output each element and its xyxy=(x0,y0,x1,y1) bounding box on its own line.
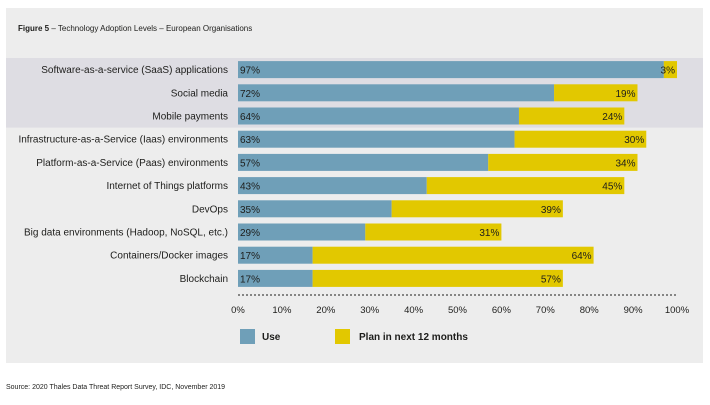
data-label-use: 17% xyxy=(240,274,260,285)
bar-plan xyxy=(365,223,502,241)
x-tick-label: 60% xyxy=(492,305,512,316)
x-tick-label: 100% xyxy=(665,305,690,316)
category-label: Internet of Things platforms xyxy=(106,181,228,192)
bar-plan xyxy=(426,177,625,195)
data-label-plan: 30% xyxy=(624,135,644,146)
data-label-use: 57% xyxy=(240,158,260,169)
bar-plan xyxy=(312,269,563,287)
category-label: Social media xyxy=(171,88,229,99)
x-tick-label: 50% xyxy=(448,305,468,316)
legend-label-plan: Plan in next 12 months xyxy=(359,332,468,343)
x-tick-label: 20% xyxy=(316,305,336,316)
bar-use xyxy=(238,130,515,148)
bar-plan xyxy=(514,130,647,148)
bar-use xyxy=(238,246,313,264)
bar-use xyxy=(238,61,664,79)
bar-use xyxy=(238,200,392,218)
bar-plan xyxy=(518,107,625,125)
data-label-plan: 3% xyxy=(661,66,676,77)
x-tick-label: 90% xyxy=(624,305,644,316)
x-tick-label: 10% xyxy=(272,305,292,316)
data-label-use: 63% xyxy=(240,135,260,146)
bar-plan xyxy=(554,84,638,102)
data-label-plan: 31% xyxy=(479,228,499,239)
data-label-use: 29% xyxy=(240,228,260,239)
figure-title: Figure 5 – Technology Adoption Levels – … xyxy=(18,24,252,33)
x-tick-label: 80% xyxy=(580,305,600,316)
category-label: Infrastructure-as-a-Service (Iaas) envir… xyxy=(18,135,228,146)
bar-use xyxy=(238,269,313,287)
bar-use xyxy=(238,223,366,241)
bar-plan xyxy=(391,200,563,218)
figure-title-text: – Technology Adoption Levels – European … xyxy=(49,24,253,33)
x-tick-label: 30% xyxy=(360,305,380,316)
data-label-plan: 57% xyxy=(541,274,561,285)
data-label-use: 35% xyxy=(240,205,260,216)
category-label: DevOps xyxy=(192,204,228,215)
data-label-use: 43% xyxy=(240,182,260,193)
data-label-plan: 64% xyxy=(572,251,592,262)
data-label-plan: 45% xyxy=(602,182,622,193)
x-tick-label: 0% xyxy=(231,305,245,316)
legend-swatch-plan xyxy=(335,329,350,344)
bar-plan xyxy=(312,246,594,264)
category-label: Software-as-a-service (SaaS) application… xyxy=(41,65,228,76)
data-label-plan: 24% xyxy=(602,112,622,123)
legend-swatch-use xyxy=(240,329,255,344)
category-label: Mobile payments xyxy=(152,112,228,123)
data-label-use: 97% xyxy=(240,66,260,77)
category-label: Platform-as-a-Service (Paas) environment… xyxy=(36,158,228,169)
data-label-use: 72% xyxy=(240,89,260,100)
data-label-use: 64% xyxy=(240,112,260,123)
category-label: Containers/Docker images xyxy=(110,251,228,262)
data-label-plan: 34% xyxy=(615,158,635,169)
bar-plan xyxy=(663,61,677,79)
bar-plan xyxy=(488,153,638,171)
source-note: Source: 2020 Thales Data Threat Report S… xyxy=(6,384,226,391)
category-label: Big data environments (Hadoop, NoSQL, et… xyxy=(24,228,228,239)
data-label-plan: 19% xyxy=(615,89,635,100)
bar-use xyxy=(238,177,427,195)
data-label-plan: 39% xyxy=(541,205,561,216)
bar-use xyxy=(238,153,489,171)
x-tick-label: 70% xyxy=(536,305,556,316)
x-tick-label: 40% xyxy=(404,305,424,316)
category-label: Blockchain xyxy=(180,274,228,285)
bar-chart: Software-as-a-service (SaaS) application… xyxy=(6,58,703,344)
figure-title-prefix: Figure 5 xyxy=(18,24,50,33)
bar-use xyxy=(238,84,555,102)
bar-use xyxy=(238,107,519,125)
legend-label-use: Use xyxy=(262,332,281,343)
data-label-use: 17% xyxy=(240,251,260,262)
